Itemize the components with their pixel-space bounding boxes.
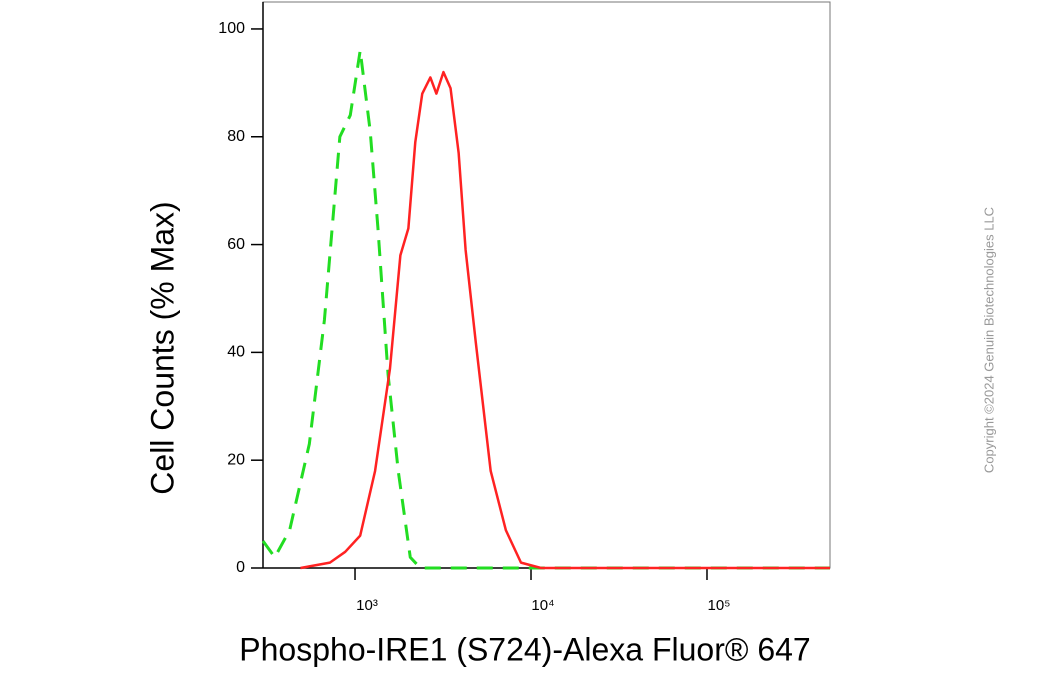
y-axis-title: Cell Counts (% Max): [144, 201, 180, 494]
x-tick-label: 10⁴: [531, 597, 554, 614]
y-tick-label: 0: [236, 559, 245, 576]
y-tick-label: 80: [227, 128, 245, 145]
y-tick-label: 40: [227, 344, 245, 361]
y-tick-label: 100: [218, 20, 245, 37]
x-axis-title: Phospho-IRE1 (S724)-Alexa Fluor® 647: [239, 631, 810, 667]
x-tick-label: 10⁵: [708, 597, 731, 614]
x-tick-label: 10³: [356, 597, 378, 614]
copyright: Copyright ©2024 Genuin Biotechnologies L…: [981, 207, 996, 473]
y-tick-label: 60: [227, 236, 245, 253]
plot-frame: [262, 1, 831, 569]
y-tick-label: 20: [227, 451, 245, 468]
series-line: [300, 70, 830, 570]
series-line: [261, 49, 830, 570]
